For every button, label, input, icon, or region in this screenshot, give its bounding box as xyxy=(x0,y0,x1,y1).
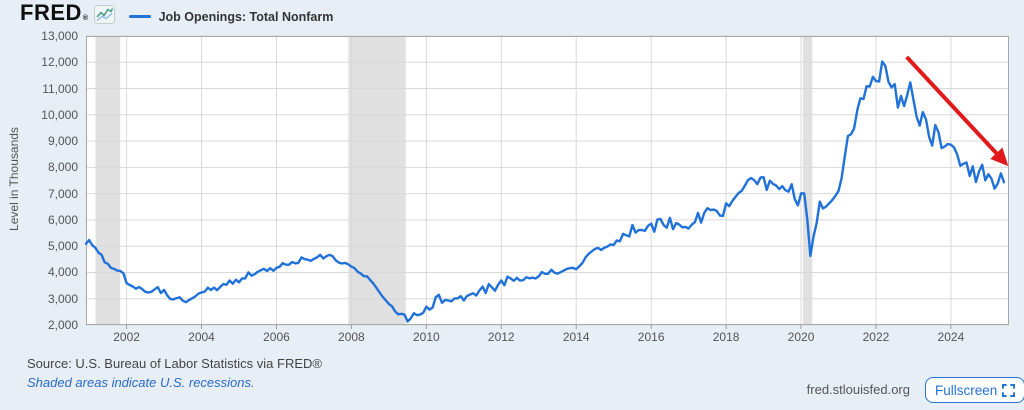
fullscreen-button-label: Fullscreen xyxy=(935,382,998,398)
y-tick-label: 6,000 xyxy=(47,212,78,227)
x-tick-label: 2010 xyxy=(412,330,440,344)
recession-band xyxy=(802,36,813,325)
fred-logo-text: FRED xyxy=(20,0,82,25)
source-text: Source: U.S. Bureau of Labor Statistics … xyxy=(27,356,322,371)
fullscreen-icon xyxy=(1002,383,1016,397)
fullscreen-button[interactable]: Fullscreen xyxy=(925,377,1024,403)
y-tick-label: 12,000 xyxy=(41,55,78,70)
y-tick-label: 7,000 xyxy=(47,186,78,201)
recession-band xyxy=(95,36,121,325)
y-tick-label: 4,000 xyxy=(47,265,78,280)
y-tick-label: 8,000 xyxy=(47,160,78,175)
recession-note-link[interactable]: Shaded areas indicate U.S. recessions. xyxy=(27,375,255,390)
x-tick-label: 2006 xyxy=(263,330,290,344)
y-tick-label: 2,000 xyxy=(47,318,78,332)
annotation-arrow xyxy=(905,55,1009,167)
y-axis-title: Level in Thousands xyxy=(7,127,21,231)
x-tick-label: 2002 xyxy=(113,330,140,344)
x-tick-label: 2014 xyxy=(562,330,590,344)
x-tick-label: 2012 xyxy=(487,330,515,344)
site-url: fred.stlouisfed.org xyxy=(806,382,910,397)
plot-border xyxy=(86,36,1009,325)
legend-line-swatch xyxy=(128,15,151,18)
legend-label: Job Openings: Total Nonfarm xyxy=(158,9,334,24)
x-tick-label: 2024 xyxy=(937,330,965,344)
fred-logo[interactable]: FRED® xyxy=(20,2,89,30)
y-tick-label: 10,000 xyxy=(41,107,78,122)
y-tick-label: 9,000 xyxy=(47,134,78,149)
fred-graph-icon xyxy=(93,5,115,29)
x-tick-label: 2022 xyxy=(862,330,890,344)
chart-header: FRED® Job Openings: Total Nonfarm xyxy=(20,2,334,30)
chart-plot-area[interactable] xyxy=(84,35,1009,329)
recession-band xyxy=(348,36,406,325)
series-line[interactable] xyxy=(84,60,1006,323)
x-tick-label: 2016 xyxy=(637,330,665,344)
y-tick-label: 5,000 xyxy=(47,239,78,254)
x-tick-label: 2018 xyxy=(712,330,740,344)
x-tick-label: 2020 xyxy=(787,330,815,344)
legend[interactable]: Job Openings: Total Nonfarm xyxy=(128,9,334,24)
registered-mark: ® xyxy=(82,15,89,22)
x-tick-label: 2008 xyxy=(338,330,365,344)
x-tick-label: 2004 xyxy=(188,330,215,344)
y-tick-label: 13,000 xyxy=(41,29,78,43)
y-tick-label: 3,000 xyxy=(47,291,78,306)
y-tick-label: 11,000 xyxy=(42,81,78,96)
